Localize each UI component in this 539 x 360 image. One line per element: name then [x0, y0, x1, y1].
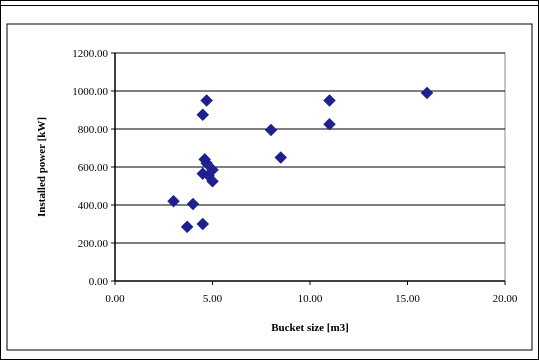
x-axis-ticks: 0.00 5.00 10.00 15.00 20.00 [105, 281, 518, 305]
data-point [323, 94, 336, 107]
data-point [186, 197, 200, 211]
x-tick-label: 0.00 [105, 293, 125, 305]
data-point [323, 117, 336, 131]
y-axis-title: Installed power [kW] [36, 117, 48, 217]
data-point [420, 86, 434, 100]
top-rule [0, 5, 539, 6]
y-tick-label: 600.00 [78, 162, 109, 174]
x-tick-label: 10.00 [298, 293, 323, 305]
data-point [167, 194, 180, 208]
x-tick-label: 20.00 [493, 293, 518, 305]
grid-lines [115, 52, 505, 244]
data-point [180, 220, 194, 234]
data-point [196, 217, 210, 231]
y-tick-label: 800.00 [78, 124, 109, 136]
x-tick-label: 15.00 [395, 293, 420, 305]
y-tick-label: 0.00 [89, 276, 109, 288]
y-tick-label: 400.00 [78, 200, 109, 212]
x-axis-title: Bucket size [m3] [271, 322, 349, 334]
data-point [274, 151, 288, 164]
data-point [206, 174, 219, 188]
y-tick-label: 200.00 [78, 238, 109, 250]
data-point [200, 156, 214, 170]
data-points [167, 86, 434, 234]
y-axis-ticks: 0.00 200.00 400.00 600.00 800.00 1000.00 1200.… [72, 48, 115, 288]
data-point [264, 123, 278, 137]
y-tick-label: 1200.00 [72, 48, 108, 60]
data-point [196, 108, 210, 122]
data-point [200, 94, 214, 107]
y-tick-label: 1000.00 [72, 86, 108, 98]
x-tick-label: 5.00 [203, 293, 223, 305]
